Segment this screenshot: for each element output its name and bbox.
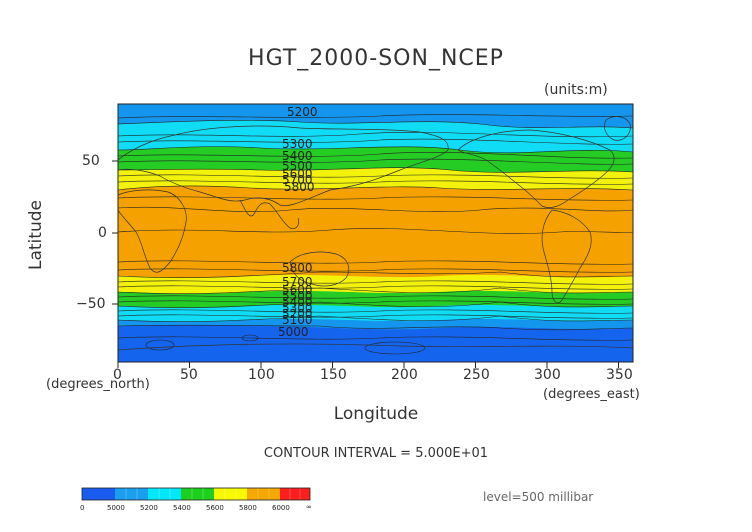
contour-label: 5600 — [282, 167, 313, 181]
contour-label: 5400 — [282, 149, 313, 163]
x-unit-label: (degrees_east) — [543, 387, 640, 402]
coastlines — [118, 116, 633, 351]
colorbar-swatch — [181, 488, 214, 500]
x-tick-label: 0 — [113, 367, 122, 383]
contour-label: 5700 — [282, 173, 313, 187]
contour-label: 5000 — [278, 325, 309, 339]
contour-label: 5100 — [282, 313, 313, 327]
colorbar — [81, 487, 311, 501]
x-tick-label: 300 — [534, 367, 561, 383]
x-tick-label: 100 — [248, 367, 275, 383]
colorbar-swatch — [214, 488, 247, 500]
figure-title: HGT_2000-SON_NCEP — [248, 46, 504, 71]
contour-label: 5500 — [282, 159, 313, 173]
x-tick-label: 200 — [391, 367, 418, 383]
x-tick-label: 150 — [320, 367, 347, 383]
colorbar-label: ∞ — [306, 503, 312, 511]
contour-label: 5800 — [284, 180, 315, 194]
height-field: 5200 5300 5400 5500 5600 5700 5800 5800 … — [118, 104, 633, 362]
contour-label: 5500 — [282, 289, 313, 303]
axis-ticks — [112, 160, 619, 368]
colorbar-swatch — [280, 488, 310, 500]
contour-label: 5300 — [282, 137, 313, 151]
contour-label: 5800 — [282, 261, 313, 275]
colorbar-label: 5400 — [173, 504, 191, 512]
contour-label: 5700 — [282, 275, 313, 289]
colorbar-label: 5200 — [140, 504, 158, 512]
y-axis-label: Latitude — [26, 200, 46, 270]
contour-label: 5200 — [287, 105, 318, 119]
x-tick-label: 50 — [180, 367, 198, 383]
colorbar-label: 5000 — [107, 504, 125, 512]
x-tick-label: 250 — [463, 367, 490, 383]
colorbar-label: 5600 — [206, 504, 224, 512]
y-unit-label: (degrees_north) — [46, 377, 150, 392]
contour-label: 5300 — [282, 301, 313, 315]
contour-label: 5600 — [282, 283, 313, 297]
colorbar-swatch — [82, 488, 115, 500]
contour-label: 5400 — [282, 295, 313, 309]
y-tick-label: 0 — [98, 225, 107, 241]
contour-lines — [118, 114, 633, 355]
y-tick-label: 50 — [82, 153, 100, 169]
colorbar-swatch — [247, 488, 280, 500]
level-label: level=500 millibar — [483, 490, 594, 504]
colorbar-swatch — [115, 488, 148, 500]
x-tick-label: 350 — [606, 367, 633, 383]
y-tick-label: −50 — [76, 296, 106, 312]
x-axis-label: Longitude — [333, 404, 419, 424]
colorbar-label: 0 — [80, 504, 85, 512]
colorbar-label: 6000 — [272, 504, 290, 512]
colorbar-swatch — [148, 488, 181, 500]
colorbar-label: 5800 — [239, 504, 257, 512]
units-label: (units:m) — [544, 82, 608, 98]
contour-label: 5200 — [282, 307, 313, 321]
contour-interval-label: CONTOUR INTERVAL = 5.000E+01 — [263, 446, 489, 461]
contour-value-labels: 5200 5300 5400 5500 5600 5700 5800 5800 … — [278, 105, 318, 339]
